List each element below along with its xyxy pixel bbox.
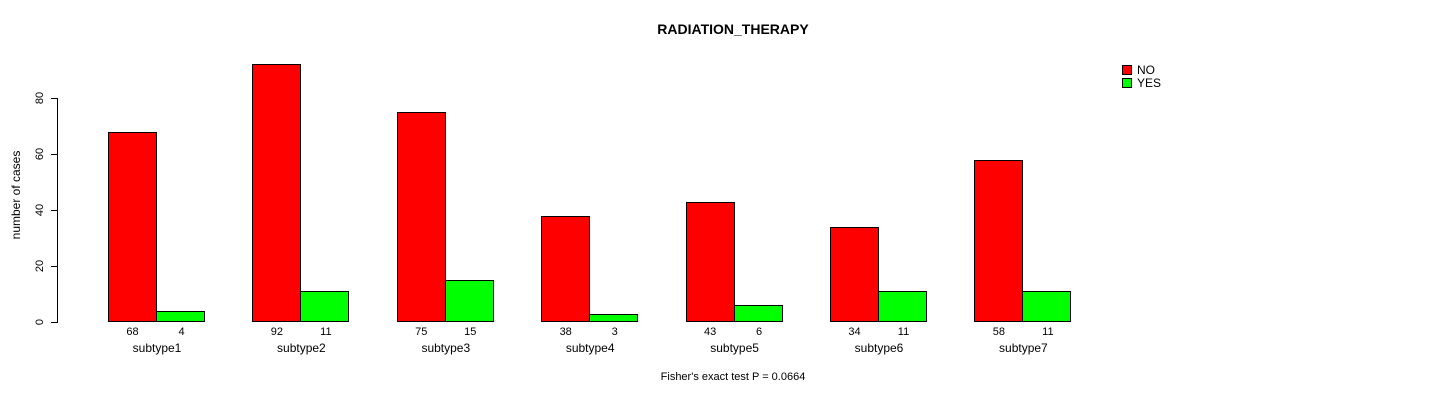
bar-no-subtype4 (541, 216, 591, 322)
bar-no-subtype2 (252, 64, 302, 322)
bar-group-subtype4 (541, 216, 639, 322)
bar-group-subtype3 (396, 112, 495, 322)
bar-no-subtype6 (830, 227, 879, 322)
y-tick-label-40: 40 (34, 203, 46, 217)
value-label-yes-subtype7: 11 (1042, 326, 1054, 338)
bar-no-subtype7 (974, 160, 1024, 322)
value-label-no-subtype1: 68 (126, 326, 139, 338)
y-tick-mark-60 (51, 154, 58, 155)
legend-swatch-yes (1122, 77, 1132, 88)
legend-label-yes: YES (1137, 75, 1162, 90)
bar-no-subtype1 (108, 132, 157, 322)
bar-yes-subtype3 (444, 280, 494, 322)
value-labels-subtype4: 38 3 (541, 326, 639, 338)
bar-no-subtype5 (685, 202, 735, 322)
value-label-yes-subtype2: 11 (320, 326, 332, 338)
y-tick-mark-0 (51, 322, 58, 323)
value-label-no-subtype2: 92 (270, 326, 284, 338)
bar-yes-subtype5 (733, 305, 783, 322)
y-tick-label-20: 20 (34, 259, 46, 273)
value-labels-subtype5: 43 6 (686, 326, 784, 338)
legend-swatch-no (1122, 64, 1132, 75)
legend-item-no: NO (1122, 62, 1161, 77)
value-labels-subtype6: 34 11 (830, 326, 928, 338)
category-label-subtype6: subtype6 (854, 341, 904, 355)
y-axis-label: number of cases (9, 150, 23, 240)
value-labels-subtype3: 75 15 (397, 326, 495, 338)
stat-annotation: Fisher's exact test P = 0.0664 (660, 371, 806, 383)
y-tick-mark-40 (51, 210, 58, 211)
bar-group-subtype7 (974, 160, 1072, 322)
value-label-no-subtype6: 34 (848, 326, 861, 338)
value-labels-subtype2: 92 11 (252, 326, 350, 338)
value-labels-subtype7: 58 11 (974, 326, 1072, 338)
bar-yes-subtype7 (1022, 291, 1072, 322)
y-tick-label-80: 80 (34, 91, 46, 105)
legend-label-no: NO (1137, 62, 1155, 77)
bar-group-subtype6 (830, 227, 928, 322)
bar-group-subtype5 (685, 202, 784, 322)
value-label-no-subtype3: 75 (415, 326, 428, 338)
y-tick-label-60: 60 (34, 147, 46, 161)
y-tick-mark-20 (51, 266, 58, 267)
value-label-yes-subtype3: 15 (464, 326, 477, 338)
y-tick-mark-80 (51, 98, 58, 99)
category-label-subtype2: subtype2 (277, 341, 326, 355)
category-label-subtype4: subtype4 (565, 341, 615, 355)
category-label-subtype1: subtype1 (132, 341, 182, 355)
category-label-subtype3: subtype3 (421, 341, 471, 355)
chart-title: RADIATION_THERAPY (657, 21, 809, 37)
category-label-subtype7: subtype7 (999, 341, 1048, 355)
value-label-yes-subtype5: 6 (756, 326, 763, 338)
legend: NO YES (1122, 62, 1162, 90)
bar-group-subtype2 (252, 64, 350, 322)
value-label-no-subtype4: 38 (559, 326, 572, 338)
value-label-yes-subtype6: 11 (897, 326, 910, 338)
value-labels-subtype1: 68 4 (108, 326, 206, 338)
value-label-no-subtype7: 58 (992, 326, 1006, 338)
legend-item-yes: YES (1122, 75, 1162, 90)
category-label-subtype5: subtype5 (710, 341, 759, 355)
value-label-yes-subtype4: 3 (611, 326, 618, 338)
bar-yes-subtype6 (878, 291, 927, 322)
bar-no-subtype3 (396, 112, 446, 322)
bar-yes-subtype2 (300, 291, 350, 322)
value-label-no-subtype5: 43 (703, 326, 717, 338)
bar-yes-subtype4 (589, 314, 639, 322)
value-label-yes-subtype1: 4 (178, 326, 185, 338)
bar-group-subtype1 (108, 132, 206, 322)
bar-yes-subtype1 (156, 311, 205, 322)
y-tick-label-0: 0 (34, 318, 46, 326)
